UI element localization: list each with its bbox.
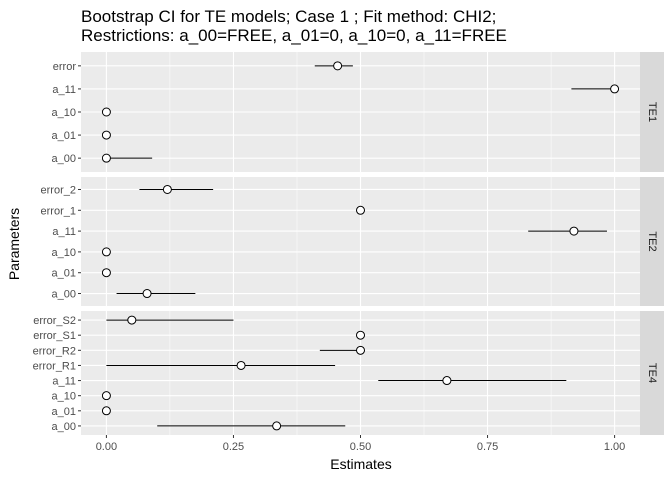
facet-strip-label: TE2 xyxy=(646,231,658,251)
y-tick-label: error_2 xyxy=(41,184,76,196)
estimate-point xyxy=(101,391,111,401)
panel-te1: error a_11 a_10 a_01 a_00 TE1 xyxy=(52,52,664,172)
estimate-point xyxy=(236,360,246,370)
estimate-point xyxy=(569,226,579,236)
x-tick-label: 0.75 xyxy=(477,441,498,453)
y-tick-label: a_11 xyxy=(52,376,76,388)
chart-title: Bootstrap CI for TE models; Case 1 ; Fit… xyxy=(81,7,496,26)
estimate-point xyxy=(356,205,365,215)
y-tick-label: a_00 xyxy=(52,421,76,433)
estimate-point xyxy=(101,247,111,257)
y-axis-title: Parameters xyxy=(6,208,22,280)
y-tick-label: a_10 xyxy=(52,107,76,119)
y-tick-label: a_01 xyxy=(52,268,76,280)
y-tick-label: error_S1 xyxy=(33,330,76,342)
facet-strip-label: TE1 xyxy=(646,102,658,122)
y-tick-label: a_11 xyxy=(52,226,76,238)
y-tick-label: a_10 xyxy=(52,391,76,403)
estimate-point xyxy=(356,330,365,340)
x-tick-label: 0.50 xyxy=(350,441,371,453)
chart-subtitle: Restrictions: a_00=FREE, a_01=0, a_10=0,… xyxy=(81,26,507,45)
y-tick-label: a_10 xyxy=(52,247,76,259)
panels: error a_11 a_10 a_01 a_00 TE1 error_2 error_1 a_… xyxy=(33,52,664,435)
estimate-point xyxy=(101,107,111,117)
y-tick-label: error_S2 xyxy=(33,315,76,327)
estimate-point xyxy=(272,421,282,431)
estimate-point xyxy=(610,84,620,94)
y-tick-label: error xyxy=(53,61,77,73)
y-tick-label: a_00 xyxy=(52,153,76,165)
y-tick-label: error_1 xyxy=(41,205,76,217)
facet-strip xyxy=(640,52,664,172)
x-tick-label: 0.25 xyxy=(223,441,244,453)
facet-strip-label: TE4 xyxy=(646,363,658,383)
estimate-point xyxy=(162,184,172,194)
estimate-point xyxy=(333,61,343,71)
estimate-point xyxy=(142,289,152,299)
y-tick-label: a_01 xyxy=(52,130,76,142)
estimate-point xyxy=(101,268,111,278)
panel-te4: error_S2 error_S1 error_R2 error_R1 a_11 a_10… xyxy=(33,311,664,435)
x-tick-label: 0.00 xyxy=(96,441,117,453)
y-tick-label: error_R1 xyxy=(33,360,76,372)
estimate-point xyxy=(101,406,111,416)
estimate-point xyxy=(127,315,137,325)
y-tick-label: a_00 xyxy=(52,289,76,301)
y-tick-label: a_01 xyxy=(52,406,76,418)
panel-te2: error_2 error_1 a_11 a_10 a_01 a_00 TE2 xyxy=(41,177,664,306)
estimate-point xyxy=(101,153,111,163)
y-tick-label: error_R2 xyxy=(33,345,76,357)
x-axis-title: Estimates xyxy=(330,456,391,472)
x-tick-label: 1.00 xyxy=(604,441,625,453)
facet-strip xyxy=(640,311,664,435)
estimate-point xyxy=(442,376,452,386)
y-tick-label: a_11 xyxy=(52,84,76,96)
estimate-point xyxy=(101,130,111,140)
x-axis: 0.00 0.25 0.50 0.75 1.00 xyxy=(96,435,625,453)
estimate-point xyxy=(356,345,365,355)
facet-strip xyxy=(640,177,664,306)
